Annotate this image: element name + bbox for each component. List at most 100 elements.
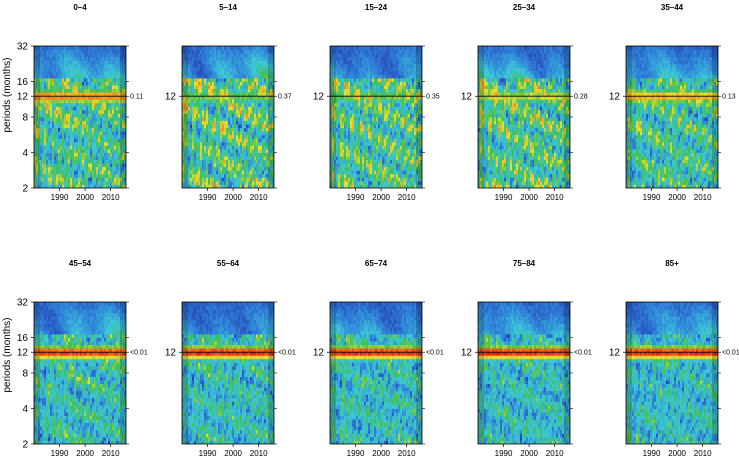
heat-cell xyxy=(102,131,105,136)
heat-cell xyxy=(362,163,365,168)
heat-cell xyxy=(116,56,119,61)
heat-cell xyxy=(40,46,43,50)
heat-cell xyxy=(190,145,193,150)
heat-cell xyxy=(262,134,265,139)
heat-cell xyxy=(188,63,191,68)
heat-cell xyxy=(218,131,221,136)
heat-cell xyxy=(262,63,265,68)
heat-cell xyxy=(106,74,109,79)
heat-cell xyxy=(380,152,383,157)
heat-cell xyxy=(412,145,415,150)
heat-cell xyxy=(226,63,229,68)
heat-cell xyxy=(62,120,65,125)
heat-cell xyxy=(216,170,219,175)
heat-cell xyxy=(190,134,193,139)
heat-cell xyxy=(412,138,415,143)
heat-cell xyxy=(118,117,121,121)
heat-cell xyxy=(386,184,389,188)
heat-cell xyxy=(86,60,89,65)
heat-cell xyxy=(182,148,185,153)
heat-cell xyxy=(74,145,77,150)
heat-cell xyxy=(50,148,53,153)
heat-cell xyxy=(342,148,345,153)
y-tick-label: 4 xyxy=(22,148,28,159)
heat-cell xyxy=(380,120,383,125)
heat-cell xyxy=(246,77,249,82)
heat-cell xyxy=(110,134,113,139)
heat-cell xyxy=(190,63,193,68)
heat-cell xyxy=(376,163,379,168)
heat-cell xyxy=(182,53,185,58)
heat-cell xyxy=(54,134,57,139)
heat-cell xyxy=(206,81,209,86)
heat-cell xyxy=(78,184,81,188)
heat-cell xyxy=(204,159,207,164)
heat-cell xyxy=(416,163,419,168)
heat-cell xyxy=(380,177,383,182)
heat-cell xyxy=(236,117,239,121)
heat-cell xyxy=(348,152,351,157)
heat-cell xyxy=(264,56,267,61)
heat-cell xyxy=(232,180,235,185)
heat-cell xyxy=(188,170,191,175)
heat-cell xyxy=(366,92,369,97)
heat-cell xyxy=(80,148,83,153)
heat-cell xyxy=(258,120,261,125)
heat-cell xyxy=(338,184,341,188)
heat-cell xyxy=(54,184,57,188)
heat-cell xyxy=(34,156,37,160)
heat-cell xyxy=(110,99,113,104)
heat-cell xyxy=(222,74,225,79)
coi-right xyxy=(120,46,126,188)
heat-cell xyxy=(196,180,199,185)
heat-cell xyxy=(338,170,341,175)
heat-cell xyxy=(266,141,269,146)
heat-cell xyxy=(340,170,343,175)
heat-cell xyxy=(208,99,211,104)
heat-cell xyxy=(330,109,333,114)
heat-cell xyxy=(34,138,37,143)
heat-cell xyxy=(64,70,67,75)
heat-cell xyxy=(272,173,274,178)
heat-cell xyxy=(258,85,261,89)
heat-cell xyxy=(188,156,191,160)
heat-cell xyxy=(344,156,347,160)
heat-cell xyxy=(188,184,191,188)
heat-cell xyxy=(252,170,255,175)
heat-cell xyxy=(374,156,377,160)
heat-cell xyxy=(200,148,203,153)
heat-cell xyxy=(348,156,351,160)
heat-cell xyxy=(86,131,89,136)
heat-cell xyxy=(222,49,225,54)
heat-cell xyxy=(50,117,53,121)
heat-cell xyxy=(74,109,77,114)
heat-cell xyxy=(44,156,47,160)
heat-cell xyxy=(110,148,113,153)
heat-cell xyxy=(68,152,71,157)
heat-cell xyxy=(268,180,271,185)
heat-cell xyxy=(102,148,105,153)
heat-cell xyxy=(342,120,345,125)
heat-cell xyxy=(268,70,271,75)
heat-cell xyxy=(222,159,225,164)
heat-cell xyxy=(70,46,73,50)
heat-cell xyxy=(202,46,205,50)
heat-cell xyxy=(260,46,263,50)
heat-cell xyxy=(110,53,113,58)
y-tick-label: 12 xyxy=(17,92,29,103)
heat-cell xyxy=(86,109,89,114)
heat-cell xyxy=(222,177,225,182)
heat-cell xyxy=(66,63,69,68)
heat-cell xyxy=(100,53,103,58)
heat-cell xyxy=(188,53,191,58)
heat-cell xyxy=(62,60,65,65)
heat-cell xyxy=(232,163,235,168)
heat-cell xyxy=(108,148,111,153)
heat-cell xyxy=(420,120,422,125)
heat-cell xyxy=(124,170,126,175)
heat-cell xyxy=(332,141,335,146)
heat-cell xyxy=(106,88,109,93)
heat-cell xyxy=(390,170,393,175)
heat-cell xyxy=(394,148,397,153)
heat-cell xyxy=(46,46,49,50)
